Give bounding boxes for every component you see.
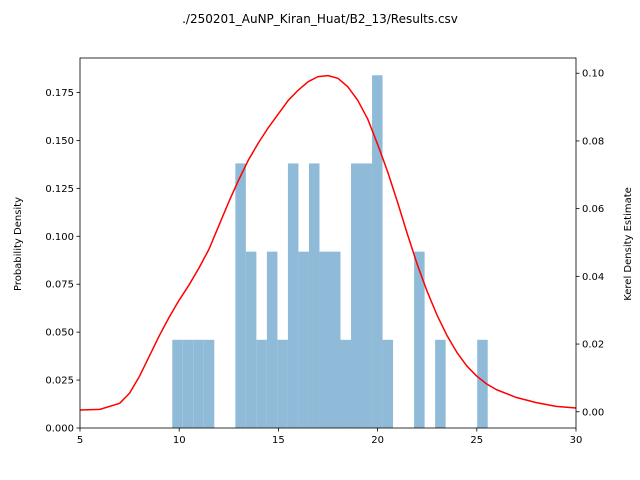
histogram-bar xyxy=(266,251,278,428)
y-tick-label-left: 0.125 xyxy=(45,184,74,195)
x-tick-label: 15 xyxy=(272,435,285,446)
x-tick-label: 30 xyxy=(570,435,583,446)
histogram-bar xyxy=(351,163,362,428)
y-tick-label-left: 0.150 xyxy=(45,136,74,147)
y-axis-label-right: Kerel Density Estimate xyxy=(623,187,634,301)
histogram-bar xyxy=(277,339,288,428)
histogram-bar xyxy=(372,75,383,429)
histogram-bar xyxy=(414,251,425,428)
histogram-bar xyxy=(203,339,215,428)
y-tick-label-left: 0.025 xyxy=(45,376,74,387)
histogram-bar xyxy=(382,339,394,428)
histogram-bar xyxy=(361,163,373,428)
histogram-bar xyxy=(287,163,299,428)
x-tick-label: 10 xyxy=(173,435,186,446)
histogram-bar xyxy=(193,339,204,428)
y-tick-label-right: 0.10 xyxy=(582,69,604,80)
histogram-bar xyxy=(256,339,267,428)
y-tick-label-left: 0.050 xyxy=(45,328,74,339)
histogram-bar xyxy=(298,251,309,428)
x-tick-label: 5 xyxy=(77,435,83,446)
y-tick-label-right: 0.08 xyxy=(582,136,604,147)
histogram-bar xyxy=(435,339,446,428)
x-tick-label: 25 xyxy=(470,435,483,446)
kde-line xyxy=(79,74,577,411)
y-tick-label-left: 0.075 xyxy=(45,280,74,291)
histogram-bar xyxy=(477,339,488,428)
histogram-bar xyxy=(182,339,194,428)
y-tick-label-left: 0.100 xyxy=(45,232,74,243)
histogram-bar xyxy=(340,339,352,428)
axes-layer: 5 10 15 20 25 30 0.000 0.025 0.050 0.075 0.100 0.12… xyxy=(45,57,604,446)
histogram-bar xyxy=(172,339,183,428)
y-tick-label-right: 0.02 xyxy=(582,340,604,351)
histogram-layer xyxy=(172,75,488,429)
histogram-bar xyxy=(308,163,320,428)
chart-title: ./250201_AuNP_Kiran_Huat/B2_13/Results.c… xyxy=(182,12,458,26)
histogram-bar xyxy=(235,163,246,428)
y-tick-label-right: 0.04 xyxy=(582,272,604,283)
y-tick-label-right: 0.06 xyxy=(582,204,604,215)
y-axis-label-left: Probability Density xyxy=(13,197,24,291)
x-tick-label: 20 xyxy=(371,435,384,446)
y-tick-label-left: 0.175 xyxy=(45,88,74,99)
histogram-bar xyxy=(329,251,341,428)
axes-frame xyxy=(79,57,577,429)
histogram-bar xyxy=(245,251,257,428)
histogram-bar xyxy=(319,251,330,428)
y-tick-label-right: 0.00 xyxy=(582,407,604,418)
kde-layer xyxy=(79,74,577,411)
y-tick-label-left: 0.000 xyxy=(45,424,74,435)
